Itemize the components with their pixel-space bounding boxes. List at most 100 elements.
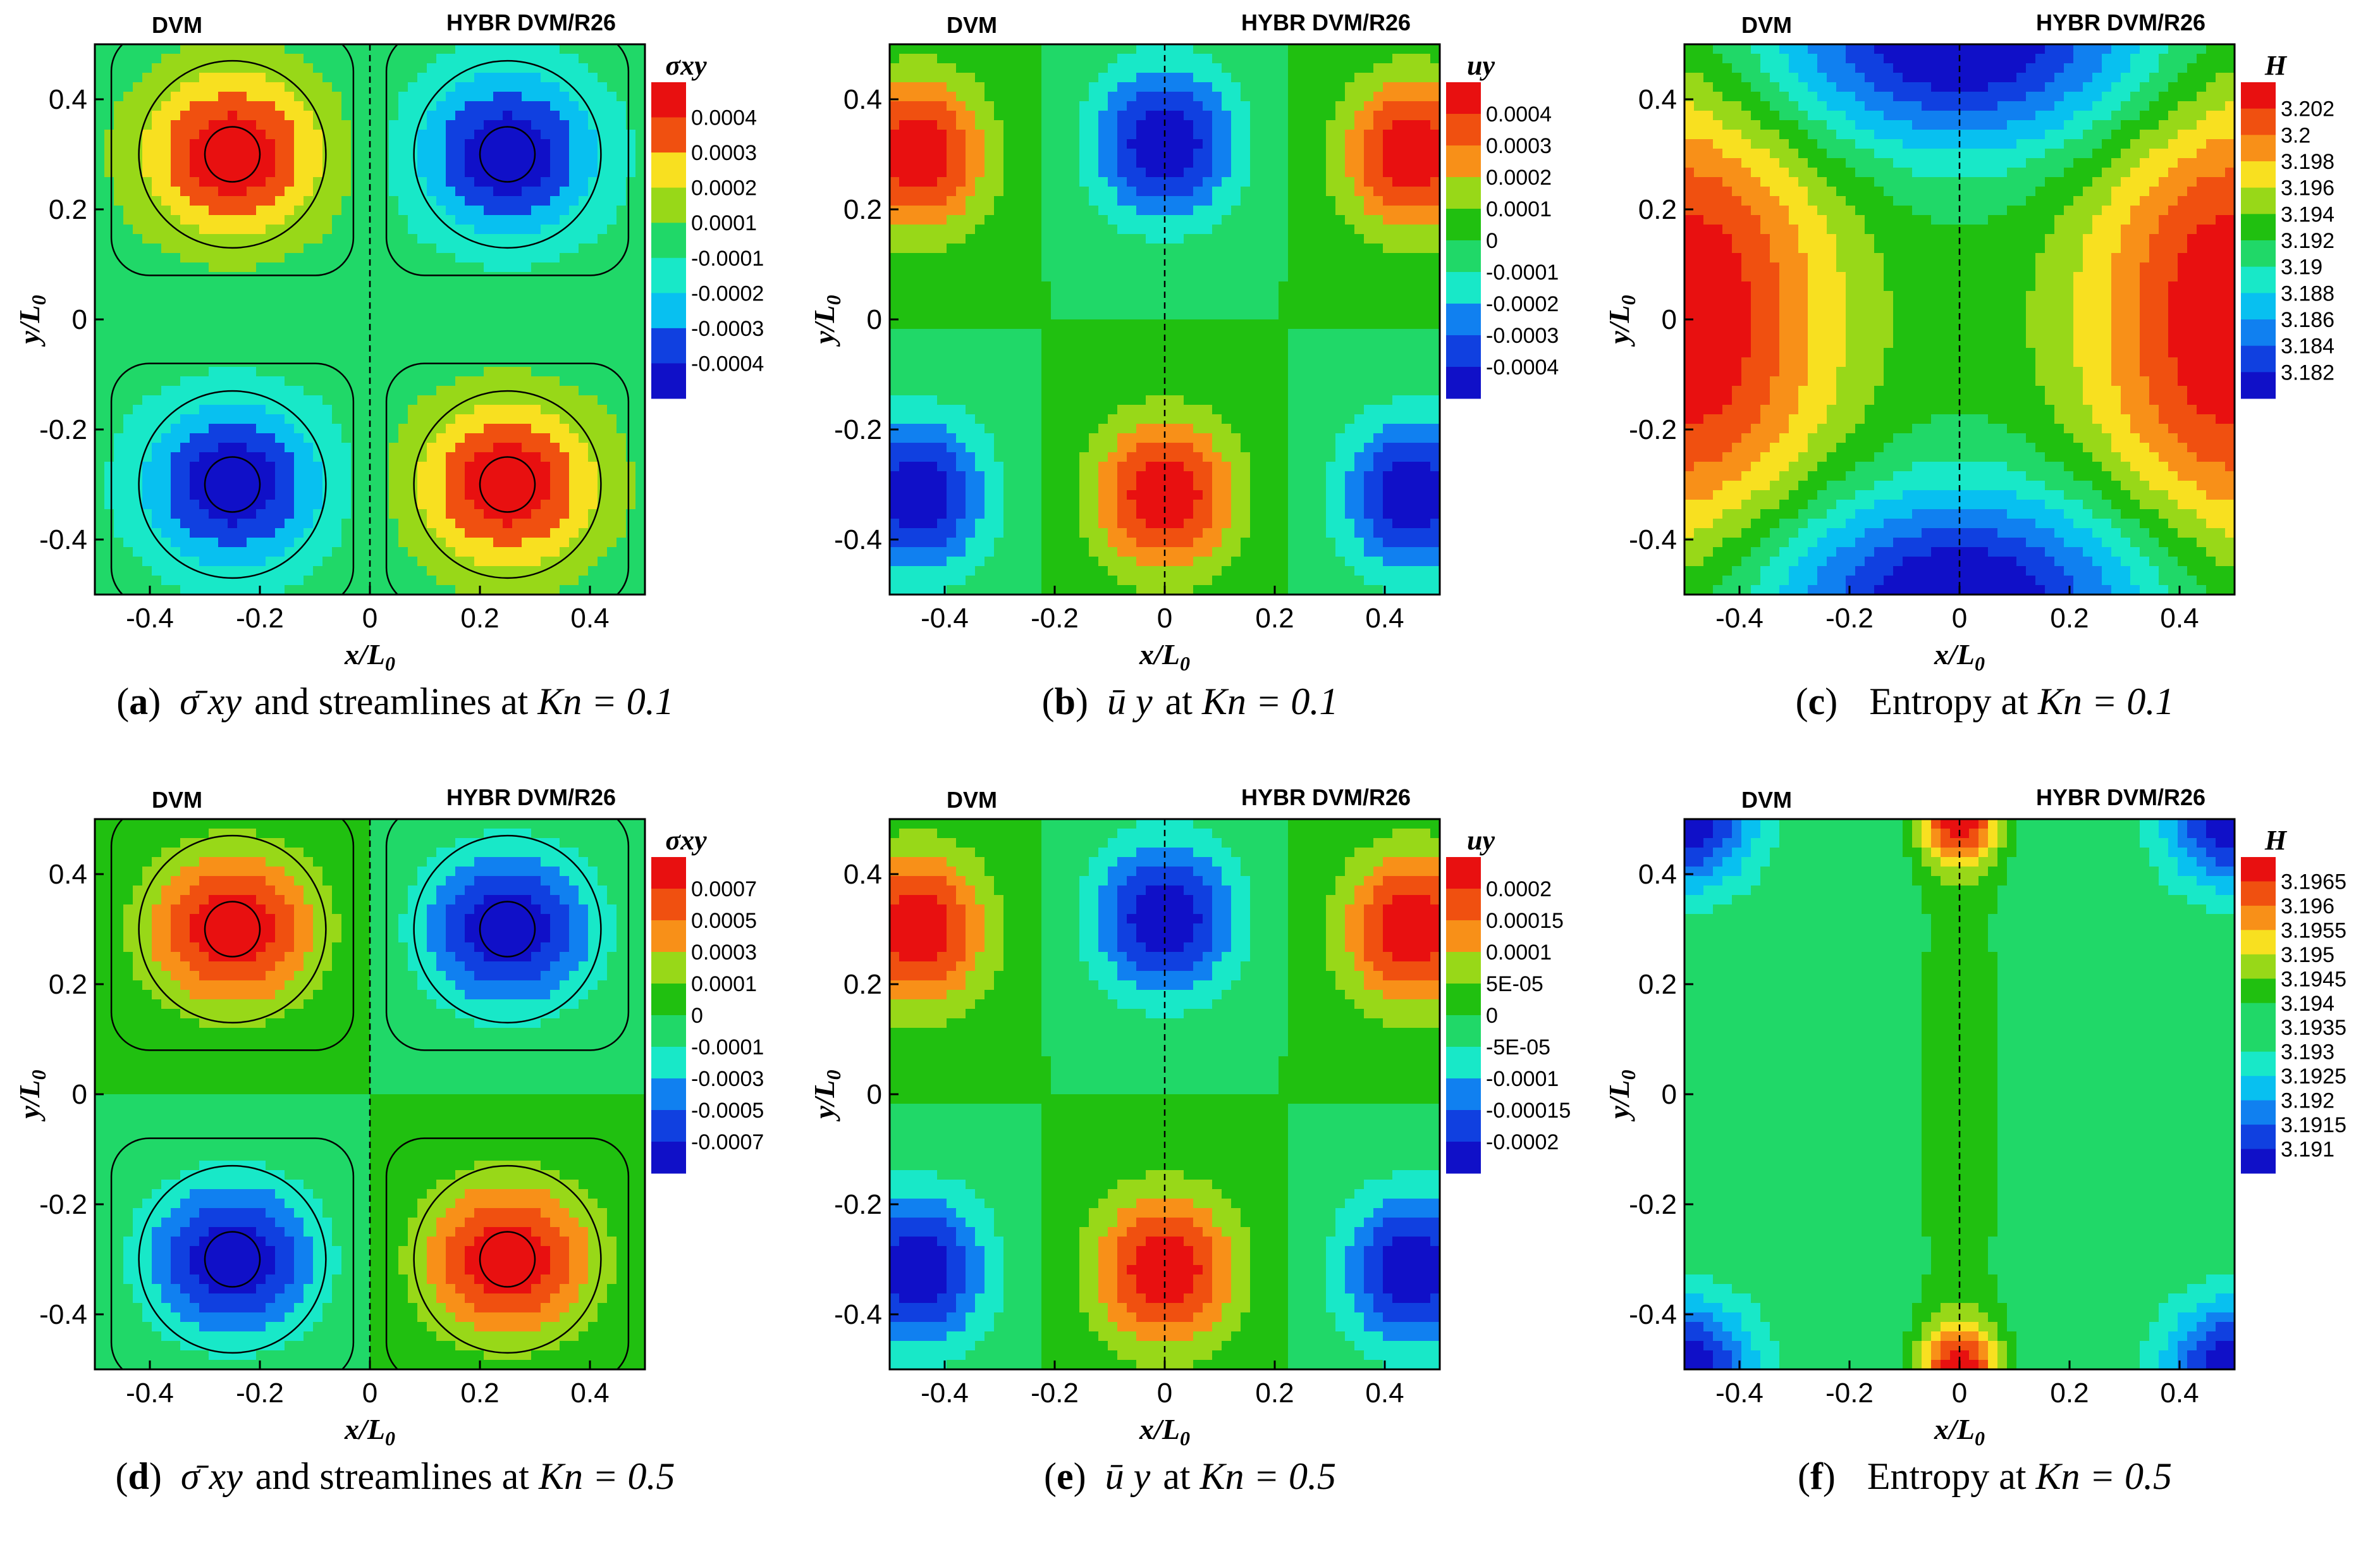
colorbar-swatch: [2241, 1125, 2276, 1150]
colorbar-label: -5E-05: [1486, 1035, 1550, 1059]
streamline: [110, 362, 355, 595]
y-tick-label: -0.2: [834, 414, 882, 445]
colorbar-swatch: [651, 857, 686, 889]
caption-d: (d) σ̄ xy and streamlines at Kn = 0.5: [0, 1455, 790, 1498]
colorbar-label: 0.0004: [1486, 102, 1552, 127]
colorbar-swatch: [651, 187, 686, 223]
y-axis-label: y/L0: [808, 1070, 845, 1121]
colorbar-swatch: [1446, 209, 1481, 241]
y-tick-label: 0.4: [49, 859, 87, 890]
colorbar-label: 0.0001: [1486, 197, 1552, 221]
colorbar-label: 5E-05: [1486, 972, 1543, 996]
colorbar-swatch: [1446, 952, 1481, 984]
streamline: [385, 44, 630, 276]
left-title: DVM: [152, 12, 202, 38]
colorbar-label: 0: [1486, 1004, 1498, 1028]
colorbar-swatch: [2241, 266, 2276, 293]
colorbar-label: 3.1965: [2281, 870, 2346, 894]
x-tick-label: -0.4: [1715, 1378, 1764, 1409]
colorbar-swatch: [2241, 930, 2276, 955]
colorbar-swatch: [651, 293, 686, 329]
streamline: [204, 126, 261, 183]
y-tick-label: 0: [867, 304, 882, 335]
x-tick-label: -0.2: [1031, 603, 1079, 634]
colorbar-label: 3.191: [2281, 1138, 2334, 1162]
colorbar-title: H: [2264, 825, 2288, 856]
colorbar-swatch: [651, 117, 686, 153]
colorbar-label: 3.194: [2281, 992, 2334, 1016]
x-tick-label: 0.4: [570, 1378, 609, 1409]
streamline: [479, 901, 536, 958]
colorbar-swatch: [2241, 214, 2276, 241]
colorbar-label: 0.0001: [691, 211, 757, 235]
y-axis-label: y/L0: [808, 295, 845, 347]
x-axis-label: x/L0: [1934, 638, 1985, 675]
x-tick-label: 0.2: [2050, 603, 2089, 634]
streamlines: [110, 819, 630, 1369]
colorbar-swatch: [2241, 1076, 2276, 1101]
y-tick-label: 0.2: [843, 194, 882, 225]
colorbar-swatch: [651, 1078, 686, 1111]
caption-symbol: σ̄ xy: [180, 681, 242, 722]
chart-a: -0.4 -0.2 0 0.2 0.4 0.4 0.2 0 -0.2 -0.4 x/L0 y/L0 DV…: [13, 9, 764, 675]
contour-field: [95, 44, 645, 595]
colorbar-label: 0.0001: [691, 972, 757, 996]
y-tick-label: -0.2: [834, 1189, 882, 1220]
colorbar-label: 3.192: [2281, 229, 2334, 253]
colorbar-label: 0: [691, 1004, 703, 1028]
colorbar-swatch: [1446, 920, 1481, 953]
chart-d: -0.4 -0.2 0 0.2 0.4 0.4 0.2 0 -0.2 -0.4 x/L0 y/L0 DV…: [13, 784, 764, 1450]
x-tick-label: 0.4: [2160, 603, 2199, 634]
colorbar-label: -0.00015: [1486, 1099, 1571, 1123]
x-tick-label: -0.2: [1031, 1378, 1079, 1409]
colorbar-swatch: [2241, 954, 2276, 979]
caption-c: (c) Entropy at Kn = 0.1: [1590, 680, 2380, 724]
colorbar-swatch: [2241, 187, 2276, 214]
colorbar-label: 3.202: [2281, 97, 2334, 121]
colorbar-label: -0.0001: [1486, 1067, 1559, 1091]
colorbar-swatch: [651, 363, 686, 399]
streamline: [138, 1164, 327, 1354]
colorbar-swatch: [651, 257, 686, 293]
caption-b: (b) ū y at Kn = 0.1: [795, 680, 1585, 724]
streamline: [204, 1231, 261, 1288]
colorbar-label: 3.192: [2281, 1089, 2334, 1113]
x-tick-label: 0: [1952, 603, 1967, 634]
right-title: HYBR DVM/R26: [1241, 784, 1411, 810]
panel-e: -0.4 -0.2 0 0.2 0.4 0.4 0.2 0 -0.2 -0.4 x/L0 y/L0 DV…: [795, 775, 1585, 1546]
colorbar-swatch: [2241, 345, 2276, 373]
colorbar-label: 0.0004: [691, 106, 757, 130]
right-title: HYBR DVM/R26: [446, 784, 616, 810]
colorbar-label: 3.184: [2281, 335, 2334, 359]
chart-e: -0.4 -0.2 0 0.2 0.4 0.4 0.2 0 -0.2 -0.4 x/L0 y/L0 DV…: [808, 784, 1571, 1450]
x-tick-label: 0.4: [1365, 603, 1404, 634]
y-tick-label: 0.2: [843, 969, 882, 1000]
colorbar-swatch: [2241, 135, 2276, 162]
colorbar-swatch: [1446, 857, 1481, 889]
y-tick-label: 0.4: [1638, 84, 1677, 115]
panel-b: -0.4 -0.2 0 0.2 0.4 0.4 0.2 0 -0.2 -0.4 x/L0 y/L0 DV…: [795, 0, 1585, 772]
colorbar-label: -0.0001: [691, 247, 764, 271]
colorbar-swatch: [651, 328, 686, 364]
y-tick-label: -0.2: [1629, 1189, 1677, 1220]
colorbar-swatch: [1446, 335, 1481, 367]
x-tick-label: 0.2: [460, 1378, 499, 1409]
contour-field: [1684, 819, 2235, 1369]
colorbar-label: -0.0001: [1486, 261, 1559, 285]
x-tick-label: -0.2: [1825, 603, 1874, 634]
colorbar-swatch: [651, 889, 686, 921]
colorbar-swatch: [1446, 82, 1481, 114]
colorbar-label: 3.182: [2281, 361, 2334, 385]
x-tick-label: -0.2: [1825, 1378, 1874, 1409]
streamline: [110, 1137, 355, 1369]
y-tick-label: 0.4: [843, 84, 882, 115]
x-tick-label: 0: [1952, 1378, 1967, 1409]
x-tick-label: -0.2: [236, 1378, 284, 1409]
x-tick-label: 0: [1157, 603, 1172, 634]
contour-field: [1684, 44, 2235, 595]
colorbar-swatch: [651, 1015, 686, 1047]
colorbar-label: 0.0002: [691, 176, 757, 201]
streamline: [479, 1231, 536, 1288]
colorbar-label: -0.0001: [691, 1035, 764, 1059]
colorbar-label: 0.0007: [691, 877, 757, 901]
